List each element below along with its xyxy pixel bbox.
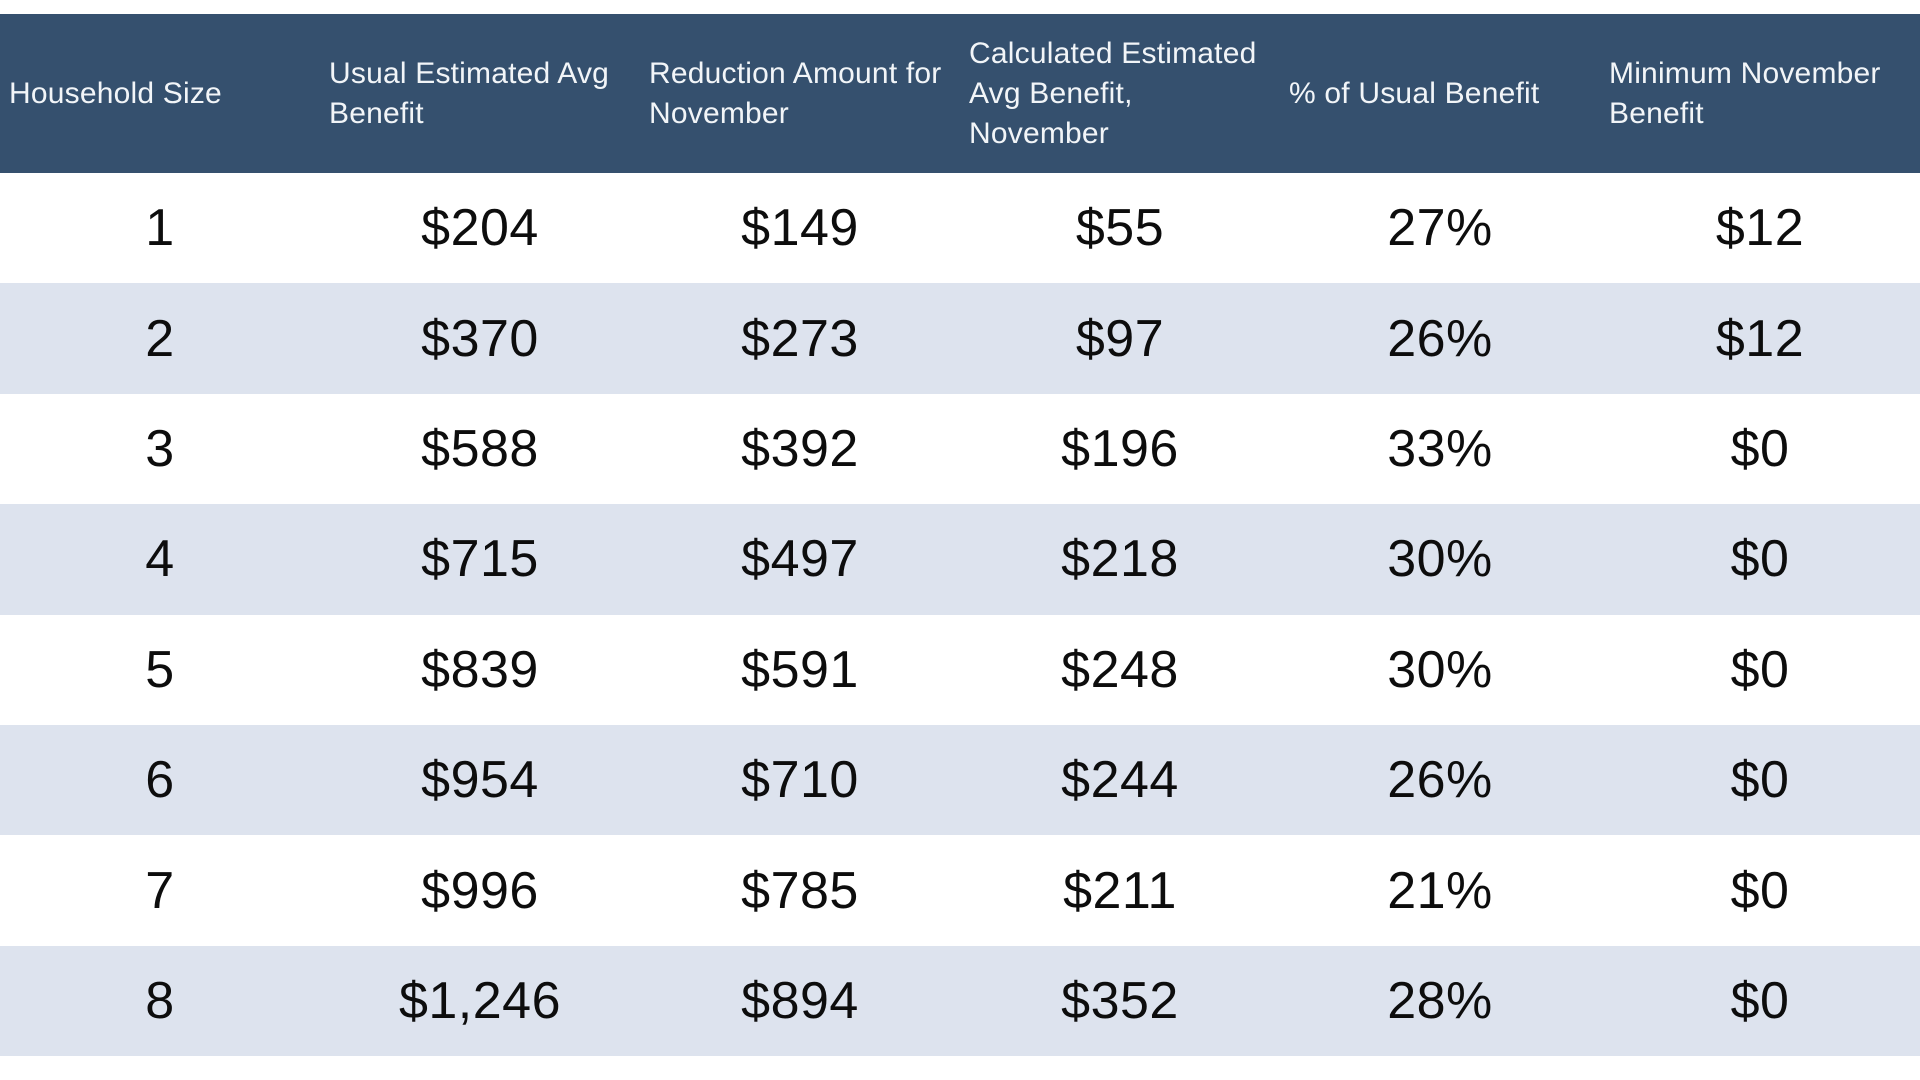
cell-reduction-amount-november: $710 bbox=[741, 751, 859, 810]
table-row: 3 $588 $392 $196 33% $0 bbox=[0, 393, 1920, 505]
cell-household-size: 1 bbox=[145, 199, 175, 258]
header-cell-usual-estimated-avg-benefit: Usual Estimated Avg Benefit bbox=[329, 56, 610, 130]
cell-minimum-november-benefit: $12 bbox=[1715, 309, 1805, 368]
header-cell-minimum-november-benefit: Minimum November Benefit bbox=[1609, 56, 1881, 130]
table-row: 8 $1,246 $894 $352 28% $0 bbox=[0, 945, 1920, 1057]
cell-percent-of-usual-benefit: 30% bbox=[1387, 640, 1493, 699]
cell-household-size: 7 bbox=[145, 861, 175, 920]
header-cell-calculated-estimated-avg-benefit: Calculated Estimated Avg Benefit, Novemb… bbox=[969, 36, 1257, 150]
cell-calculated-estimated-avg-benefit: $244 bbox=[1061, 751, 1179, 810]
cell-household-size: 3 bbox=[145, 419, 175, 478]
cell-minimum-november-benefit: $0 bbox=[1730, 751, 1790, 810]
table-row: 2 $370 $273 $97 26% $12 bbox=[0, 283, 1920, 394]
cell-household-size: 5 bbox=[145, 640, 175, 699]
cell-usual-estimated-avg-benefit: $996 bbox=[421, 861, 539, 920]
cell-usual-estimated-avg-benefit: $370 bbox=[421, 309, 539, 368]
cell-usual-estimated-avg-benefit: $839 bbox=[421, 640, 539, 699]
cell-usual-estimated-avg-benefit: $204 bbox=[421, 199, 539, 258]
cell-reduction-amount-november: $149 bbox=[741, 199, 859, 258]
table-row: 7 $996 $785 $211 21% $0 bbox=[0, 835, 1920, 946]
table-row: 1 $204 $149 $55 27% $12 bbox=[0, 173, 1920, 284]
cell-household-size: 4 bbox=[145, 530, 175, 589]
cell-calculated-estimated-avg-benefit: $218 bbox=[1061, 530, 1179, 589]
cell-calculated-estimated-avg-benefit: $196 bbox=[1061, 419, 1179, 478]
cell-reduction-amount-november: $785 bbox=[741, 861, 859, 920]
table-header-row: Household Size Usual Estimated Avg Benef… bbox=[0, 14, 1920, 173]
header-cell-household-size: Household Size bbox=[9, 76, 222, 110]
cell-calculated-estimated-avg-benefit: $211 bbox=[1063, 861, 1177, 920]
table-row: 6 $954 $710 $244 26% $0 bbox=[0, 724, 1920, 836]
cell-percent-of-usual-benefit: 33% bbox=[1387, 419, 1493, 478]
table-body: 1 $204 $149 $55 27% $12 2 $370 $273 $97 … bbox=[0, 173, 1920, 1057]
benefits-table: Household Size Usual Estimated Avg Benef… bbox=[0, 14, 1920, 1057]
cell-reduction-amount-november: $497 bbox=[741, 530, 859, 589]
cell-calculated-estimated-avg-benefit: $55 bbox=[1075, 199, 1165, 258]
cell-percent-of-usual-benefit: 26% bbox=[1387, 751, 1493, 810]
table-row: 4 $715 $497 $218 30% $0 bbox=[0, 504, 1920, 615]
cell-percent-of-usual-benefit: 27% bbox=[1387, 199, 1493, 258]
cell-percent-of-usual-benefit: 30% bbox=[1387, 530, 1493, 589]
cell-usual-estimated-avg-benefit: $715 bbox=[421, 530, 539, 589]
cell-minimum-november-benefit: $0 bbox=[1730, 861, 1790, 920]
cell-percent-of-usual-benefit: 26% bbox=[1387, 309, 1493, 368]
cell-minimum-november-benefit: $0 bbox=[1730, 971, 1790, 1030]
cell-usual-estimated-avg-benefit: $1,246 bbox=[398, 971, 562, 1030]
cell-household-size: 8 bbox=[145, 971, 175, 1030]
cell-usual-estimated-avg-benefit: $588 bbox=[421, 419, 539, 478]
cell-household-size: 2 bbox=[145, 309, 175, 368]
cell-reduction-amount-november: $392 bbox=[741, 419, 859, 478]
cell-minimum-november-benefit: $0 bbox=[1730, 530, 1790, 589]
header-cell-percent-of-usual-benefit: % of Usual Benefit bbox=[1289, 76, 1540, 110]
cell-reduction-amount-november: $894 bbox=[741, 971, 859, 1030]
cell-percent-of-usual-benefit: 28% bbox=[1387, 971, 1493, 1030]
cell-reduction-amount-november: $591 bbox=[741, 640, 859, 699]
table-row: 5 $839 $591 $248 30% $0 bbox=[0, 614, 1920, 725]
cell-calculated-estimated-avg-benefit: $248 bbox=[1061, 640, 1179, 699]
cell-usual-estimated-avg-benefit: $954 bbox=[421, 751, 539, 810]
cell-calculated-estimated-avg-benefit: $97 bbox=[1075, 309, 1165, 368]
cell-minimum-november-benefit: $12 bbox=[1715, 199, 1805, 258]
cell-household-size: 6 bbox=[145, 751, 175, 810]
header-cell-reduction-amount-november: Reduction Amount for November bbox=[649, 56, 942, 130]
cell-minimum-november-benefit: $0 bbox=[1730, 419, 1790, 478]
cell-reduction-amount-november: $273 bbox=[741, 309, 859, 368]
cell-percent-of-usual-benefit: 21% bbox=[1387, 861, 1493, 920]
cell-calculated-estimated-avg-benefit: $352 bbox=[1061, 971, 1179, 1030]
cell-minimum-november-benefit: $0 bbox=[1730, 640, 1790, 699]
